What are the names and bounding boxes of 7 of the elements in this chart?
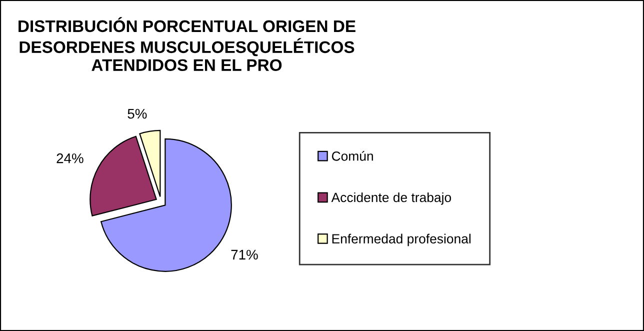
data-label: 24%: [56, 153, 84, 164]
chart-title: DISTRIBUCIÓN PORCENTUAL ORIGEN DE DESORDENES MUSCULOESQUELÉTICOS ATENDIDOS EN EL PRO: [18, 17, 356, 72]
data-label: 71%: [231, 250, 258, 260]
data-label: 5%: [128, 108, 147, 119]
legend-label: Enfermedad profesional: [332, 234, 470, 246]
legend-label: Accidente de trabajo: [331, 192, 452, 205]
legend-label: Común: [332, 150, 373, 161]
